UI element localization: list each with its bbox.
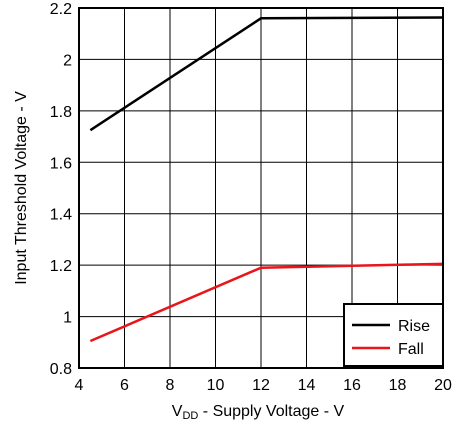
y-tick-label: 2 xyxy=(63,52,72,69)
legend-label-fall: Fall xyxy=(398,341,424,358)
x-tick-label: 18 xyxy=(389,377,407,394)
x-tick-label: 20 xyxy=(434,377,452,394)
x-axis-title-v: V xyxy=(172,403,183,420)
x-tick-label: 10 xyxy=(207,377,225,394)
series-line-fall xyxy=(89,262,444,343)
x-tick-label: 12 xyxy=(252,377,270,394)
x-axis-title-rest: - Supply Voltage - V xyxy=(198,403,344,420)
y-tick-label: 2.2 xyxy=(50,1,72,18)
y-tick-label: 0.8 xyxy=(50,361,72,378)
x-tick-label: 14 xyxy=(298,377,316,394)
x-tick-label: 6 xyxy=(120,377,129,394)
y-tick-label: 1.8 xyxy=(50,104,72,121)
x-tick-label: 4 xyxy=(75,377,84,394)
y-tick-label: 1.2 xyxy=(50,258,72,275)
series-lines xyxy=(89,16,444,343)
y-tick-labels: 0.8 1 1.2 1.4 1.6 1.8 2 2.2 xyxy=(50,1,72,378)
x-tick-label: 16 xyxy=(343,377,361,394)
x-axis-title-subscript: DD xyxy=(182,410,198,422)
x-axis-title: VDD - Supply Voltage - V xyxy=(172,403,345,422)
legend: Rise Fall xyxy=(343,303,444,367)
y-tick-label: 1.4 xyxy=(50,207,72,224)
legend-label-rise: Rise xyxy=(398,318,430,335)
plot-frame xyxy=(78,7,444,369)
y-tick-label: 1 xyxy=(63,310,72,327)
y-axis-title: Input Threshold Voltage - V xyxy=(13,91,30,285)
y-tick-label: 1.6 xyxy=(50,155,72,172)
x-tick-label: 8 xyxy=(166,377,175,394)
x-tick-labels: 4 6 8 10 12 14 16 18 20 xyxy=(75,377,452,394)
series-line-rise xyxy=(89,16,444,132)
legend-box xyxy=(343,303,444,367)
